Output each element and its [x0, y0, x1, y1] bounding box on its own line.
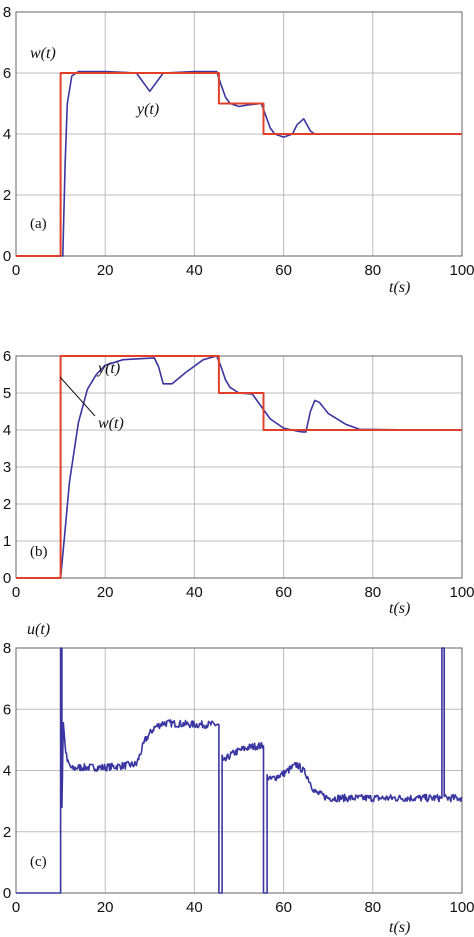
- panel-a-series-w: [16, 72, 462, 257]
- panel-c-y-tick-label: 8: [3, 640, 11, 657]
- panel-a-x-tick-label: 100: [449, 262, 474, 279]
- panel-c-x-tick-label: 100: [449, 899, 474, 916]
- panel-a-annotation-y: y(t): [135, 101, 159, 118]
- panel-a-y-tick-label: 8: [3, 4, 11, 21]
- panel-b-x-tick-label: 60: [275, 584, 292, 601]
- panel-a-series: [16, 70, 462, 257]
- panel-a-y-tick-label: 2: [3, 187, 11, 204]
- panel-c-y-tick-label: 2: [3, 824, 11, 841]
- panel-b-y-tick-label: 5: [3, 385, 11, 402]
- panel-a-xlabel: t(s): [389, 279, 410, 296]
- panel-a-x-ticks: 0 20 40 60 80 100: [12, 262, 474, 279]
- panel-a-x-tick-label: 20: [97, 262, 114, 279]
- panel-b-series-w: [16, 355, 462, 579]
- panel-b-x-tick-label: 0: [12, 584, 20, 601]
- panel-b-series: [16, 355, 462, 579]
- panel-b-grid: [16, 356, 462, 578]
- panel-b-y-tick-label: 3: [3, 459, 11, 476]
- panel-c-chart: 0 2 4 6 8 0 20 40 60 80 100 u(t) (c) t(s): [3, 621, 474, 936]
- panel-c-y-tick-label: 4: [3, 763, 11, 780]
- panel-a-ylabel: w(t): [30, 45, 56, 62]
- panel-b-y-tick-label: 4: [3, 422, 11, 439]
- panel-a-x-tick-label: 60: [275, 262, 292, 279]
- panel-c-ylabel: u(t): [27, 621, 50, 638]
- panel-c-xlabel: t(s): [389, 919, 410, 936]
- panel-a-y-ticks: 0 2 4 6 8: [3, 4, 11, 265]
- panel-b-x-tick-label: 20: [97, 584, 114, 601]
- panel-a-series-y: [16, 70, 449, 257]
- panel-c-y-tick-label: 0: [3, 885, 11, 902]
- panel-c-label: (c): [30, 854, 47, 870]
- panel-b-series-y: [16, 355, 449, 579]
- panel-b-x-ticks: 0 20 40 60 80 100: [12, 584, 474, 601]
- panel-c-x-tick-label: 40: [186, 899, 203, 916]
- panel-a-x-tick-label: 80: [364, 262, 381, 279]
- panel-a-y-tick-label: 4: [3, 126, 11, 143]
- panel-a-y-tick-label: 0: [3, 248, 11, 265]
- panel-b-x-tick-label: 40: [186, 584, 203, 601]
- panel-a-label: (a): [30, 216, 47, 232]
- panel-c-series-u: [15, 647, 463, 894]
- panel-b-annotation-y: y(t): [96, 360, 120, 377]
- panel-c-x-tick-label: 80: [364, 899, 381, 916]
- panel-b-y-tick-label: 2: [3, 496, 11, 513]
- panel-b-label: (b): [30, 544, 48, 560]
- panel-b-x-tick-label: 100: [449, 584, 474, 601]
- panel-b-y-tick-label: 6: [3, 348, 11, 365]
- panel-c-x-ticks: 0 20 40 60 80 100: [12, 899, 474, 916]
- panel-b-annotation-w: w(t): [98, 415, 124, 432]
- panel-a-y-tick-label: 6: [3, 65, 11, 82]
- panel-b-y-tick-label: 0: [3, 570, 11, 587]
- panel-b-chart: 0 1 2 3 4 5 6 0 20 40 60 80 100 y(t) w(t) (b) t(s): [3, 348, 474, 617]
- panel-b-x-tick-label: 80: [364, 584, 381, 601]
- panel-a-chart: 0 2 4 6 8 0 20 40 60 80 100 w(t) y(t) (a) t(s): [3, 4, 474, 296]
- panel-b-leader-line: [59, 376, 96, 417]
- panel-a-x-tick-label: 0: [12, 262, 20, 279]
- panel-b-xlabel: t(s): [389, 600, 410, 617]
- panel-b-frame: [15, 355, 463, 579]
- panel-c-x-tick-label: 0: [12, 899, 20, 916]
- panel-b-y-tick-label: 1: [3, 533, 11, 550]
- panel-c-frame: [15, 647, 463, 894]
- panel-b-y-ticks: 0 1 2 3 4 5 6: [3, 348, 11, 587]
- panel-c-x-tick-label: 20: [97, 899, 114, 916]
- panel-c-series: [15, 647, 463, 894]
- panel-a-x-tick-label: 40: [186, 262, 203, 279]
- panel-c-y-tick-label: 6: [3, 701, 11, 718]
- panel-c-y-ticks: 0 2 4 6 8: [3, 640, 11, 902]
- panel-c-x-tick-label: 60: [275, 899, 292, 916]
